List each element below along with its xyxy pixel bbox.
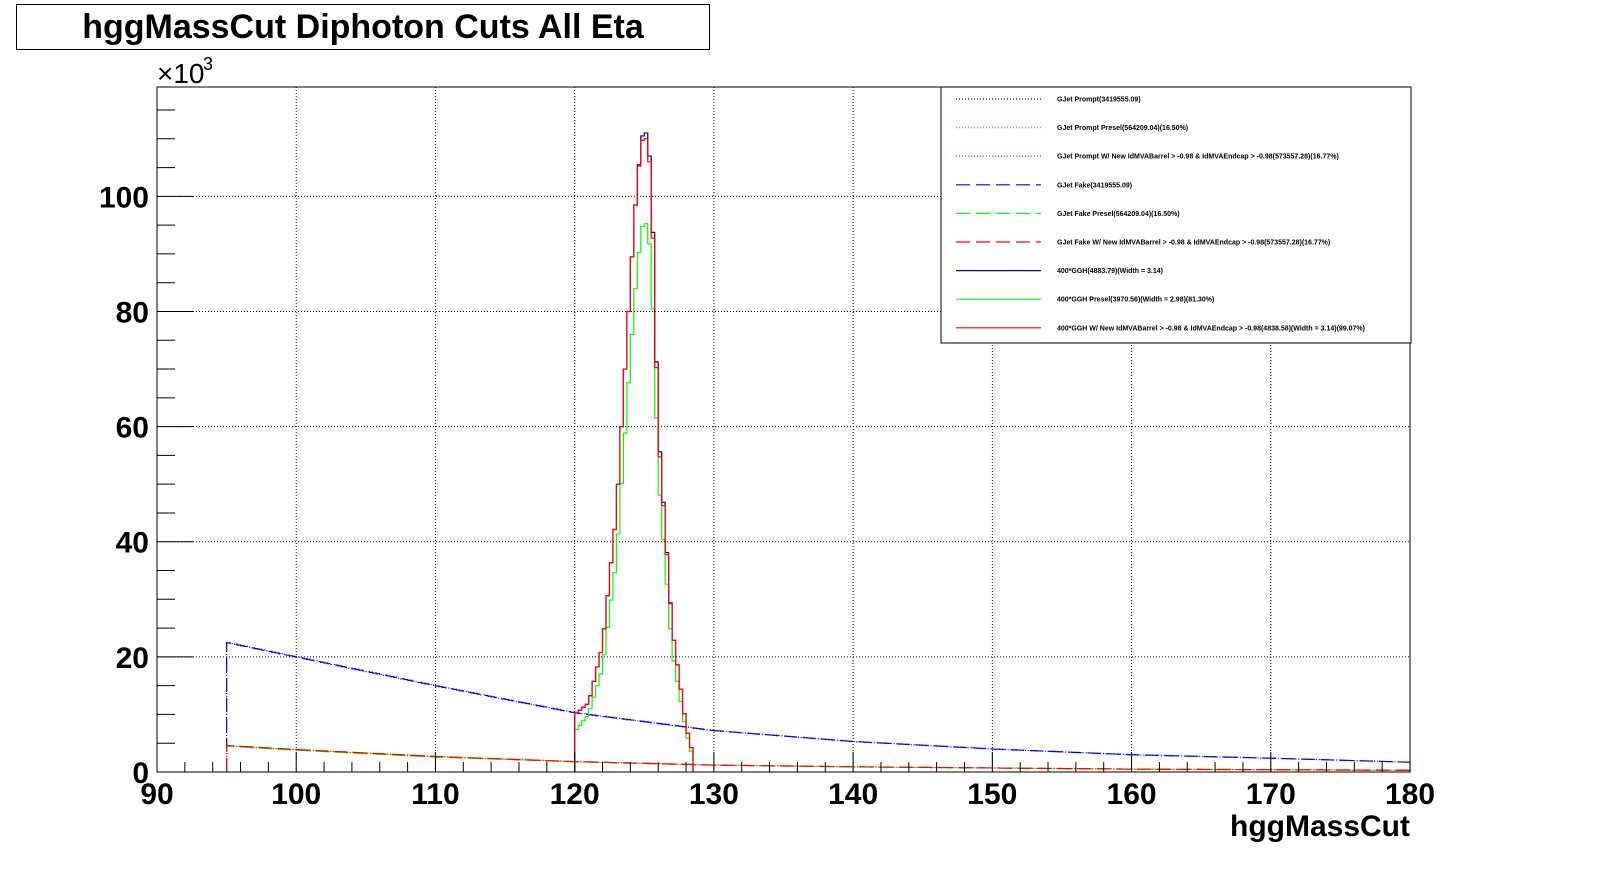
series-line-2	[226, 745, 1411, 772]
series-line-0	[226, 642, 1411, 772]
series-line-5	[226, 745, 1411, 772]
legend: GJet Prompt(3419555.09) GJet Prompt Prese…	[940, 86, 1412, 344]
legend-entry-label: 400*GGH Presel(3970.56)(Width = 2.98)(81…	[1057, 297, 1214, 304]
y-tick-label: 20	[116, 642, 149, 675]
series-line-7	[574, 223, 694, 772]
y-tick-label: 100	[99, 181, 149, 214]
y-tick-label: 80	[116, 296, 149, 329]
x-tick-label: 130	[689, 778, 739, 811]
series-line-1	[226, 745, 1411, 772]
x-tick-label: 140	[828, 778, 878, 811]
y-tick-label: 0	[132, 757, 149, 790]
x-tick-label: 180	[1385, 778, 1435, 811]
legend-entry-label: 400*GGH(4883.79)(Width = 3.14)	[1057, 268, 1163, 275]
legend-entry-label: GJet Prompt(3419555.09)	[1057, 97, 1141, 104]
x-tick-label: 160	[1107, 778, 1157, 811]
legend-entry-label: GJet Fake(3419555.09)	[1057, 182, 1132, 189]
legend-entry-label: GJet Fake W/ New IdMVABarrel > -0.98 & I…	[1057, 240, 1330, 247]
x-tick-label: 150	[967, 778, 1017, 811]
legend-entry-label: GJet Prompt W/ New IdMVABarrel > -0.98 &…	[1057, 154, 1339, 161]
x-tick-label: 90	[140, 778, 173, 811]
series-line-8	[574, 138, 694, 772]
y-multiplier-exponent: 3	[203, 54, 213, 74]
plot-frame	[156, 86, 1411, 773]
legend-box	[940, 86, 1412, 344]
series-layer	[226, 132, 1411, 772]
series-line-4	[226, 745, 1411, 772]
x-tick-label: 100	[271, 778, 321, 811]
axis-ticks: 90 100 110 120 130 140 150 160 170 180 0 20 40 60 80 10…	[99, 109, 1435, 811]
x-tick-label: 170	[1246, 778, 1296, 811]
x-axis-title: hggMassCut	[1230, 810, 1410, 843]
legend-entry-label: 400*GGH W/ New IdMVABarrel > -0.98 & IdM…	[1057, 325, 1365, 332]
x-tick-label: 120	[550, 778, 600, 811]
axes	[156, 86, 1411, 773]
legend-entry-label: GJet Fake Presel(564209.04)(16.50%)	[1057, 211, 1180, 218]
x-tick-label: 110	[411, 778, 459, 811]
y-tick-label: 40	[116, 527, 149, 560]
y-multiplier-label: ×10	[157, 58, 205, 89]
legend-entry-label: GJet Prompt Presel(564209.04)(16.50%)	[1057, 125, 1188, 132]
series-line-3	[226, 642, 1411, 772]
chart-title: hggMassCut Diphoton Cuts All Eta	[16, 4, 710, 50]
y-tick-label: 60	[116, 412, 149, 445]
